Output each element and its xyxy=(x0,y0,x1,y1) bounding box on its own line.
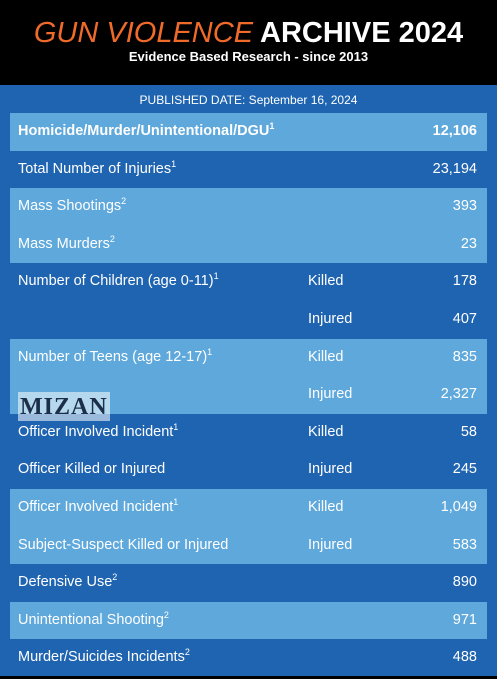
row-label: Unintentional Shooting2 xyxy=(18,609,169,628)
table-row: Mass Shootings2 393 xyxy=(10,188,487,226)
row-label: Subject-Suspect Killed or Injured xyxy=(18,536,229,553)
row-value: 178 xyxy=(452,273,477,290)
row-label: Number of Children (age 0-11)1 xyxy=(18,271,219,290)
row-value: 1,049 xyxy=(440,498,477,515)
table-row: Officer Involved Incident1 Killed 58 xyxy=(10,414,487,452)
row-value: 2,327 xyxy=(440,386,477,403)
row-value: 407 xyxy=(452,310,477,327)
title-accent-text: GUN VIOLENCE xyxy=(33,17,254,49)
row-type: Killed xyxy=(308,423,344,440)
row-value: 835 xyxy=(452,348,477,365)
table-row: Number of Children (age 0-11)1 Killed 17… xyxy=(10,263,487,301)
table-row: Murder/Suicides Incidents2 488 xyxy=(10,639,487,677)
table-row: Subject-Suspect Killed or Injured Injure… xyxy=(10,526,487,565)
page-title: GUN VIOLENCE ARCHIVE 2024 xyxy=(0,15,497,51)
table-row: Officer Involved Incident1 Killed 1,049 xyxy=(10,488,487,527)
row-type: Injured xyxy=(308,536,353,553)
row-value: 393 xyxy=(452,198,477,215)
row-type: Killed xyxy=(308,348,344,365)
bottom-divider xyxy=(0,676,497,679)
row-label: Officer Involved Incident1 xyxy=(18,497,179,515)
row-value: 23 xyxy=(460,235,477,252)
mizan-watermark-logo: MIZAN xyxy=(18,392,110,421)
row-type: Injured xyxy=(308,386,353,403)
row-value: 58 xyxy=(460,423,477,440)
row-type: Killed xyxy=(308,273,344,290)
row-label: Total Number of Injuries1 xyxy=(18,158,177,177)
table-row: Total Number of Injuries1 23,194 xyxy=(10,151,487,189)
statistics-table: Homicide/Murder/Unintentional/DGU1 12,10… xyxy=(10,113,487,677)
title-main-text: ARCHIVE 2024 xyxy=(260,17,464,49)
table-row: Homicide/Murder/Unintentional/DGU1 12,10… xyxy=(10,113,487,151)
page-subtitle: Evidence Based Research - since 2013 xyxy=(128,49,369,64)
watermark-text: MIZAN xyxy=(20,394,108,420)
table-row: Defensive Use2 890 xyxy=(10,564,487,602)
row-value: 488 xyxy=(452,649,477,666)
row-label: Mass Murders2 xyxy=(18,233,115,252)
row-value: 245 xyxy=(452,461,477,478)
row-label: Defensive Use2 xyxy=(18,572,118,591)
row-label: Mass Shootings2 xyxy=(18,196,127,215)
row-label: Number of Teens (age 12-17)1 xyxy=(18,346,213,365)
row-type: Injured xyxy=(308,310,353,327)
published-date: PUBLISHED DATE: September 16, 2024 xyxy=(139,93,358,107)
row-label: Officer Killed or Injured xyxy=(18,461,166,478)
row-value: 971 xyxy=(452,611,477,628)
table-row: Number of Teens (age 12-17)1 Killed 835 xyxy=(10,338,487,377)
table-row: Officer Killed or Injured Injured 245 xyxy=(10,451,487,489)
header-banner: GUN VIOLENCE ARCHIVE 2024 Evidence Based… xyxy=(0,0,497,85)
table-row: Mass Murders2 23 xyxy=(10,225,487,264)
row-label: Homicide/Murder/Unintentional/DGU1 xyxy=(18,121,275,139)
row-value: 890 xyxy=(452,574,477,591)
table-row: Unintentional Shooting2 971 xyxy=(10,601,487,640)
row-value: 12,106 xyxy=(432,123,477,139)
row-type: Killed xyxy=(308,498,344,515)
table-row: Injured 407 xyxy=(10,301,487,339)
row-label: Murder/Suicides Incidents2 xyxy=(18,647,190,666)
row-value: 583 xyxy=(452,536,477,553)
row-label: Officer Involved Incident1 xyxy=(18,421,179,440)
row-type: Injured xyxy=(308,461,353,478)
row-value: 23,194 xyxy=(432,160,477,177)
